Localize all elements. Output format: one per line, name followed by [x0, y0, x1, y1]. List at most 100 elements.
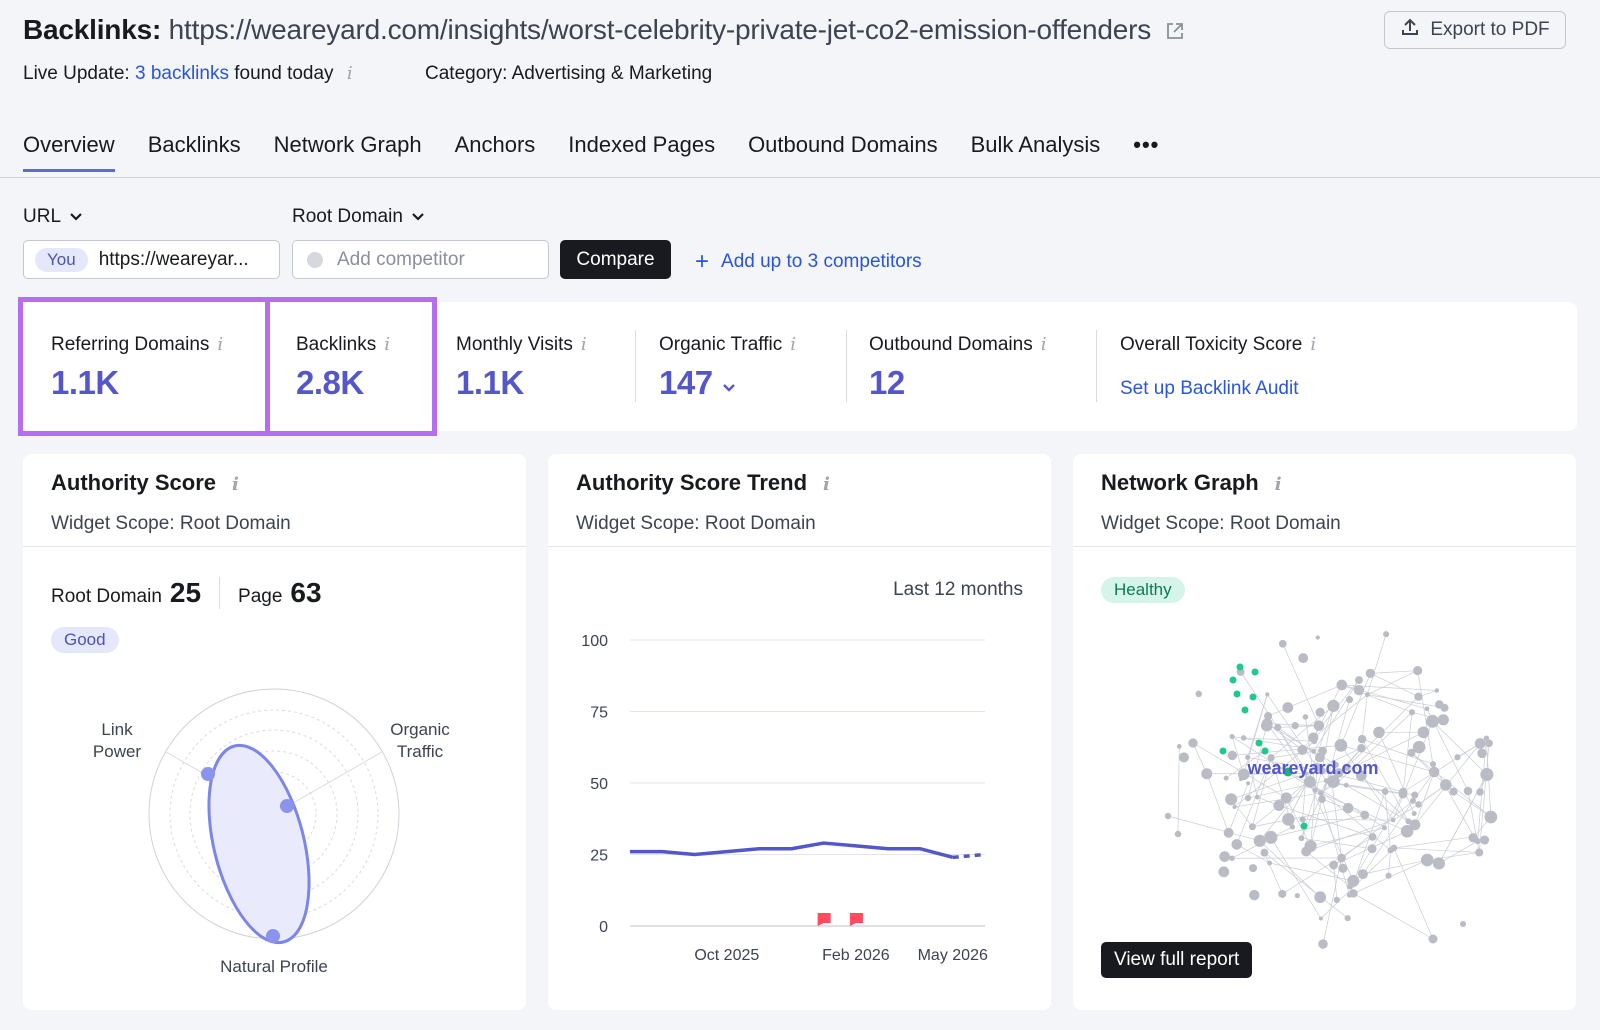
metric-backlinks-value[interactable]: 2.8K: [296, 364, 364, 401]
view-full-report-button[interactable]: View full report: [1101, 942, 1253, 978]
card-divider: [1073, 546, 1576, 547]
card-title: Network Graph i: [1101, 470, 1282, 496]
widget-scope: Widget Scope: Root Domain: [51, 513, 291, 534]
card-title: Authority Score Trend i: [576, 470, 830, 496]
tab-bulk-analysis[interactable]: Bulk Analysis: [970, 132, 1101, 157]
info-icon[interactable]: i: [790, 334, 796, 355]
metric-organic-traffic-label: Organic Traffic: [659, 334, 783, 355]
network-node: [1223, 775, 1229, 781]
network-node: [1254, 794, 1260, 800]
network-node: [1298, 835, 1305, 842]
network-node-highlighted: [1236, 663, 1244, 671]
network-node: [1483, 735, 1490, 742]
network-edge: [1322, 857, 1342, 945]
network-node: [1294, 892, 1300, 899]
metric-referring-domains-value[interactable]: 1.1K: [51, 364, 119, 401]
tab-anchors[interactable]: Anchors: [454, 132, 536, 157]
competitor-dot-icon: [307, 251, 323, 268]
add-competitors-link[interactable]: + Add up to 3 competitors: [695, 248, 922, 276]
compare-button[interactable]: Compare: [560, 240, 671, 279]
external-link-icon[interactable]: [1165, 16, 1185, 48]
network-node: [1373, 726, 1385, 739]
network-node: [1264, 830, 1278, 844]
network-edge: [1453, 791, 1492, 818]
network-edge: [1346, 784, 1409, 822]
network-edge: [1432, 721, 1488, 775]
network-graph[interactable]: weareyard.com: [1073, 454, 1576, 1010]
metric-organic-traffic-value: 147: [659, 364, 713, 401]
metric-monthly-visits-value[interactable]: 1.1K: [456, 364, 524, 401]
tab-network-graph[interactable]: Network Graph: [273, 132, 422, 157]
info-icon[interactable]: i: [232, 474, 239, 495]
your-url-field[interactable]: You https://weareyar...: [23, 240, 280, 279]
network-edge: [1310, 827, 1385, 847]
tab-backlinks[interactable]: Backlinks: [147, 132, 241, 157]
axis-label-organic-traffic-1: Organic: [390, 720, 450, 739]
network-node: [1195, 690, 1202, 698]
scope-dropdown-url[interactable]: URL: [23, 206, 83, 228]
info-icon[interactable]: i: [823, 474, 830, 495]
series-line-projection: [952, 852, 986, 860]
export-pdf-button[interactable]: Export to PDF: [1384, 11, 1566, 49]
network-node-highlighted: [1255, 739, 1263, 747]
network-edge: [1320, 792, 1350, 896]
chevron-down-icon[interactable]: [721, 364, 737, 401]
page-title-url[interactable]: https://weareyard.com/insights/worst-cel…: [168, 14, 1152, 45]
y-tick-label: 100: [581, 633, 608, 650]
info-icon[interactable]: i: [217, 334, 224, 355]
info-icon[interactable]: i: [1274, 474, 1282, 495]
widget-scope: Widget Scope: Root Domain: [1101, 513, 1341, 534]
metric-referring-domains-label: Referring Domains: [51, 334, 210, 355]
network-node: [1333, 768, 1344, 778]
tab-outbound-domains[interactable]: Outbound Domains: [748, 132, 938, 157]
good-badge: Good: [51, 627, 119, 653]
event-flag-icon[interactable]: [817, 913, 831, 926]
network-node-highlighted: [1219, 747, 1227, 755]
network-node: [1264, 712, 1273, 721]
event-flag-icon[interactable]: [849, 913, 863, 926]
metric-divider: [635, 330, 636, 402]
network-node: [1428, 934, 1438, 944]
tab-indexed-pages[interactable]: Indexed Pages: [568, 132, 716, 157]
info-icon[interactable]: i: [384, 334, 391, 355]
info-icon[interactable]: i: [1310, 334, 1317, 355]
setup-backlink-audit-link[interactable]: Set up Backlink Audit: [1120, 378, 1299, 399]
network-node: [1227, 750, 1237, 761]
network-edge: [1252, 807, 1349, 828]
network-edge: [1278, 805, 1373, 838]
network-edge: [1361, 738, 1434, 765]
network-node: [1327, 699, 1340, 712]
metric-outbound-domains-value[interactable]: 12: [869, 364, 905, 401]
page-score: 63: [290, 577, 322, 608]
more-tabs-icon[interactable]: •••: [1133, 132, 1160, 157]
network-edge: [1252, 757, 1272, 827]
info-icon[interactable]: i: [580, 334, 587, 355]
radar-point-link-power: [201, 767, 215, 781]
network-edge: [1432, 764, 1475, 838]
competitor-input[interactable]: Add competitor: [292, 240, 549, 279]
network-edge: [1333, 865, 1338, 900]
network-node: [1475, 848, 1484, 857]
network-node: [1449, 787, 1458, 796]
network-edge: [1236, 844, 1270, 864]
live-update-link[interactable]: 3 backlinks: [134, 63, 229, 84]
network-graph-title: Network Graph: [1101, 470, 1259, 495]
info-icon[interactable]: i: [1040, 334, 1047, 355]
tab-overview[interactable]: Overview: [23, 132, 115, 172]
network-node: [1383, 631, 1390, 638]
network-node: [1408, 709, 1416, 716]
metric-toxicity-label: Overall Toxicity Score: [1120, 334, 1303, 355]
network-node: [1267, 754, 1275, 762]
network-edge: [1266, 723, 1303, 751]
network-node: [1278, 889, 1287, 898]
network-node: [1229, 855, 1235, 861]
trend-y-ticks: 0 25 50 75 100: [581, 633, 608, 936]
info-icon[interactable]: i: [346, 63, 353, 84]
network-node: [1476, 788, 1484, 796]
network-node: [1409, 819, 1421, 831]
scope-dropdown-root-domain[interactable]: Root Domain: [292, 206, 425, 228]
network-node-highlighted: [1233, 690, 1241, 698]
metric-organic-traffic-value-row[interactable]: 147: [659, 364, 737, 402]
network-edge: [1338, 747, 1362, 774]
metric-label: Monthly Visits i: [456, 334, 587, 356]
